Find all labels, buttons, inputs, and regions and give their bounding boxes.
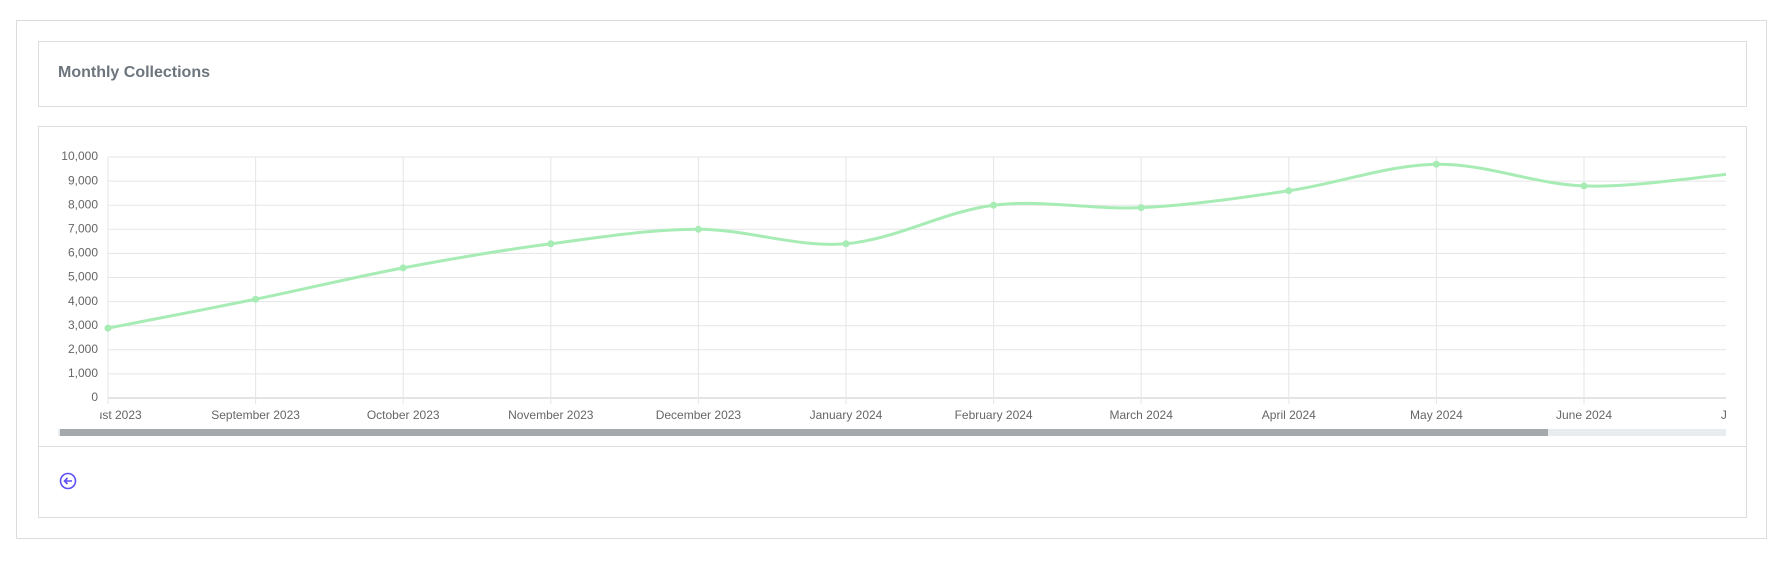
card-title: Monthly Collections xyxy=(58,64,210,81)
x-tick-label: January 2024 xyxy=(810,408,883,422)
scrollbar-thumb[interactable] xyxy=(60,429,1548,436)
series-line xyxy=(107,162,1726,330)
plot: 0 1,000 2,000 3,000 4,000 5,000 6,000 7,000 8,00… xyxy=(61,149,1742,422)
header-card xyxy=(38,41,1747,107)
y-tick-label: 5,000 xyxy=(68,270,98,284)
back-button[interactable] xyxy=(59,472,77,490)
y-tick-label: 4,000 xyxy=(68,294,98,308)
data-point xyxy=(694,225,702,233)
y-tick-label: 0 xyxy=(91,390,98,404)
y-tick-label: 3,000 xyxy=(68,318,98,332)
y-tick-label: 7,000 xyxy=(68,221,98,235)
data-point xyxy=(1432,160,1440,168)
data-point xyxy=(842,240,850,248)
x-tick-label: December 2023 xyxy=(656,408,742,422)
data-point xyxy=(990,201,998,209)
x-tick-label: August 2023 xyxy=(74,408,142,422)
series-group xyxy=(104,160,1726,332)
x-tick-label: February 2024 xyxy=(955,408,1033,422)
x-tick-label: April 2024 xyxy=(1262,408,1316,422)
y-tick-label: 2,000 xyxy=(68,342,98,356)
data-point xyxy=(1137,204,1145,212)
data-point xyxy=(1285,187,1293,195)
x-tick-label: November 2023 xyxy=(508,408,594,422)
back-icon[interactable] xyxy=(59,472,77,490)
chart-card xyxy=(38,126,1747,518)
back-arrow[interactable] xyxy=(63,477,73,485)
data-point xyxy=(547,240,555,248)
x-tick-label: October 2023 xyxy=(367,408,440,422)
x-tick-label: July xyxy=(1721,408,1742,422)
x-tick-label: March 2024 xyxy=(1110,408,1174,422)
data-point xyxy=(104,324,112,332)
y-tick-label: 10,000 xyxy=(61,149,98,163)
y-tick-label: 9,000 xyxy=(68,173,98,187)
y-tick-label: 8,000 xyxy=(68,197,98,211)
y-tick-label: 6,000 xyxy=(68,246,98,260)
y-tick-label: 1,000 xyxy=(68,366,98,380)
data-point xyxy=(252,295,260,303)
data-point xyxy=(1580,182,1588,190)
x-tick-label: May 2024 xyxy=(1410,408,1463,422)
x-axis-labels: August 2023 September 2023 October 2023 Nov… xyxy=(74,408,1742,422)
data-point xyxy=(399,264,407,272)
x-tick-label: June 2024 xyxy=(1556,408,1612,422)
x-tick-label: September 2023 xyxy=(211,408,300,422)
